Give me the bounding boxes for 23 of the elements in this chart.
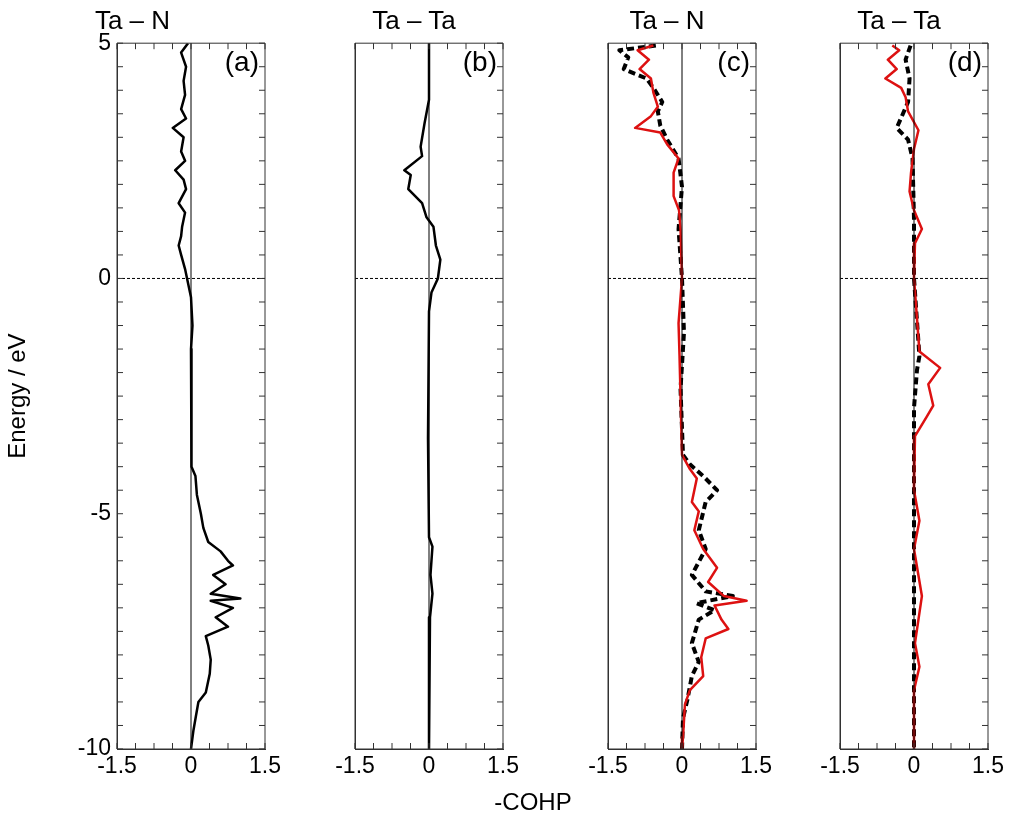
annotation: (d) bbox=[947, 45, 982, 77]
annotation: (b) bbox=[462, 45, 497, 77]
y-tick-label: -5 bbox=[90, 499, 111, 526]
x-axis-title: -COHP bbox=[494, 788, 572, 816]
chart-title: Ta – Ta bbox=[857, 4, 942, 35]
x-tick-label: 0 bbox=[184, 752, 198, 779]
annotation: (c) bbox=[717, 45, 750, 77]
y-tick-label: 5 bbox=[98, 28, 111, 55]
x-tick-label: -1.5 bbox=[335, 752, 375, 779]
annotation: (a) bbox=[224, 45, 259, 77]
x-tick-label: 1.5 bbox=[249, 752, 281, 779]
x-tick-label: -1.5 bbox=[588, 752, 628, 779]
y-tick-label: 0 bbox=[98, 263, 111, 290]
x-tick-label: 1.5 bbox=[972, 752, 1004, 779]
y-axis-title: Energy / eV bbox=[3, 333, 31, 459]
x-tick-label: 0 bbox=[907, 752, 921, 779]
x-tick-label: 1.5 bbox=[740, 752, 772, 779]
x-tick-label: 0 bbox=[675, 752, 689, 779]
x-tick-label: 1.5 bbox=[487, 752, 519, 779]
x-tick-label: -1.5 bbox=[820, 752, 860, 779]
chart-title: Ta – N bbox=[629, 4, 705, 35]
x-tick-label: 0 bbox=[422, 752, 436, 779]
chart-title: Ta – Ta bbox=[372, 4, 457, 35]
